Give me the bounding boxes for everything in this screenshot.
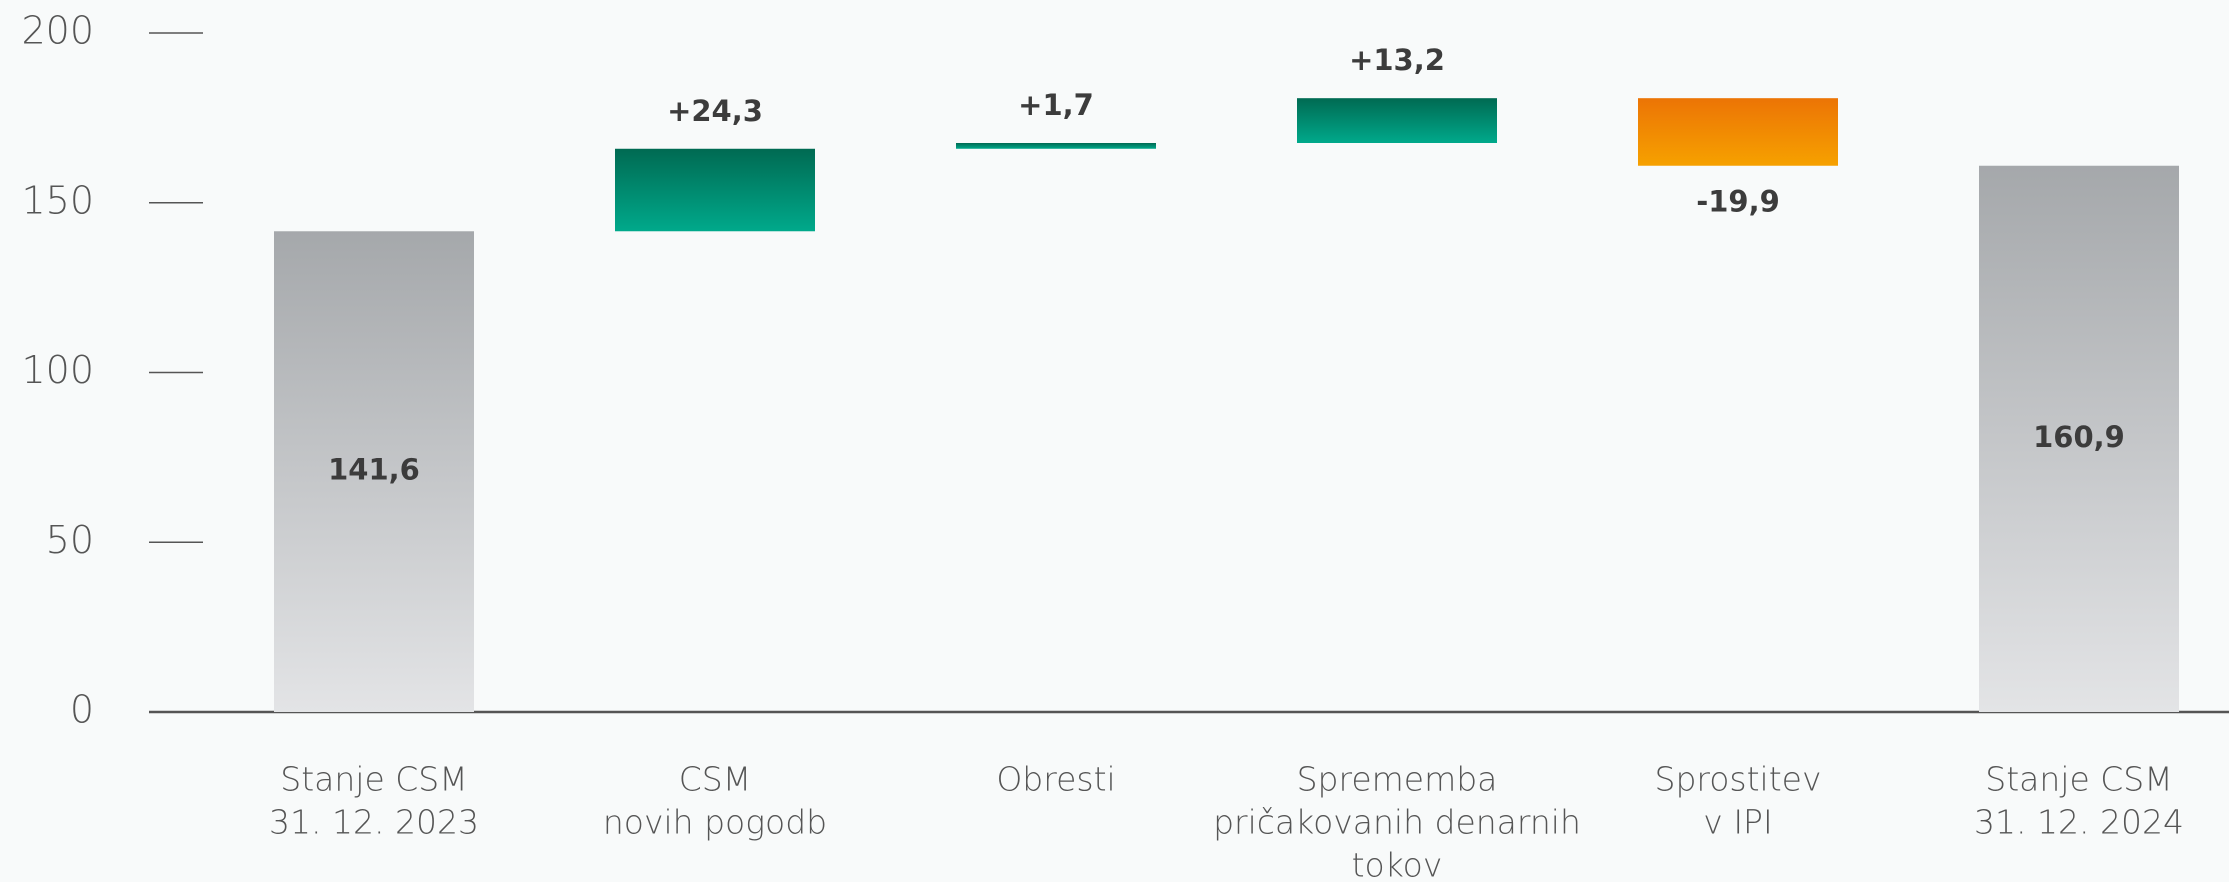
x-tick-label: 31. 12. 2024 [1974,803,2184,842]
value-label: 141,6 [328,453,420,487]
value-label: +1,7 [1018,88,1094,122]
x-tick-label: tokov [1352,846,1443,882]
y-tick-label: 50 [46,518,94,562]
x-tick-label: Sprostitev [1655,760,1822,799]
x-tick-label: Stanje CSM [1985,760,2172,799]
x-tick-label: 31. 12. 2023 [269,803,479,842]
bar [1297,98,1497,143]
bar [1979,165,2179,712]
x-tick-label: CSM [679,760,751,799]
x-tick-label: Obresti [996,760,1115,799]
bar [615,148,815,232]
x-tick-label: v IPI [1703,803,1772,842]
x-tick-label: Stanje CSM [280,760,467,799]
value-label: +24,3 [667,94,763,128]
value-label: 160,9 [2033,420,2125,454]
y-tick-label: 100 [21,348,94,392]
x-tick-label: Sprememba [1297,760,1498,799]
y-tick-label: 150 [21,178,94,222]
y-tick-label: 0 [70,688,94,732]
x-tick-label: novih pogodb [603,803,827,842]
value-label: -19,9 [1696,185,1780,219]
y-tick-label: 200 [21,9,94,53]
bar [274,231,474,712]
x-tick-label: pričakovanih denarnih [1213,803,1581,842]
bar [956,142,1156,149]
value-label: +13,2 [1349,43,1445,77]
bar [1638,98,1838,166]
